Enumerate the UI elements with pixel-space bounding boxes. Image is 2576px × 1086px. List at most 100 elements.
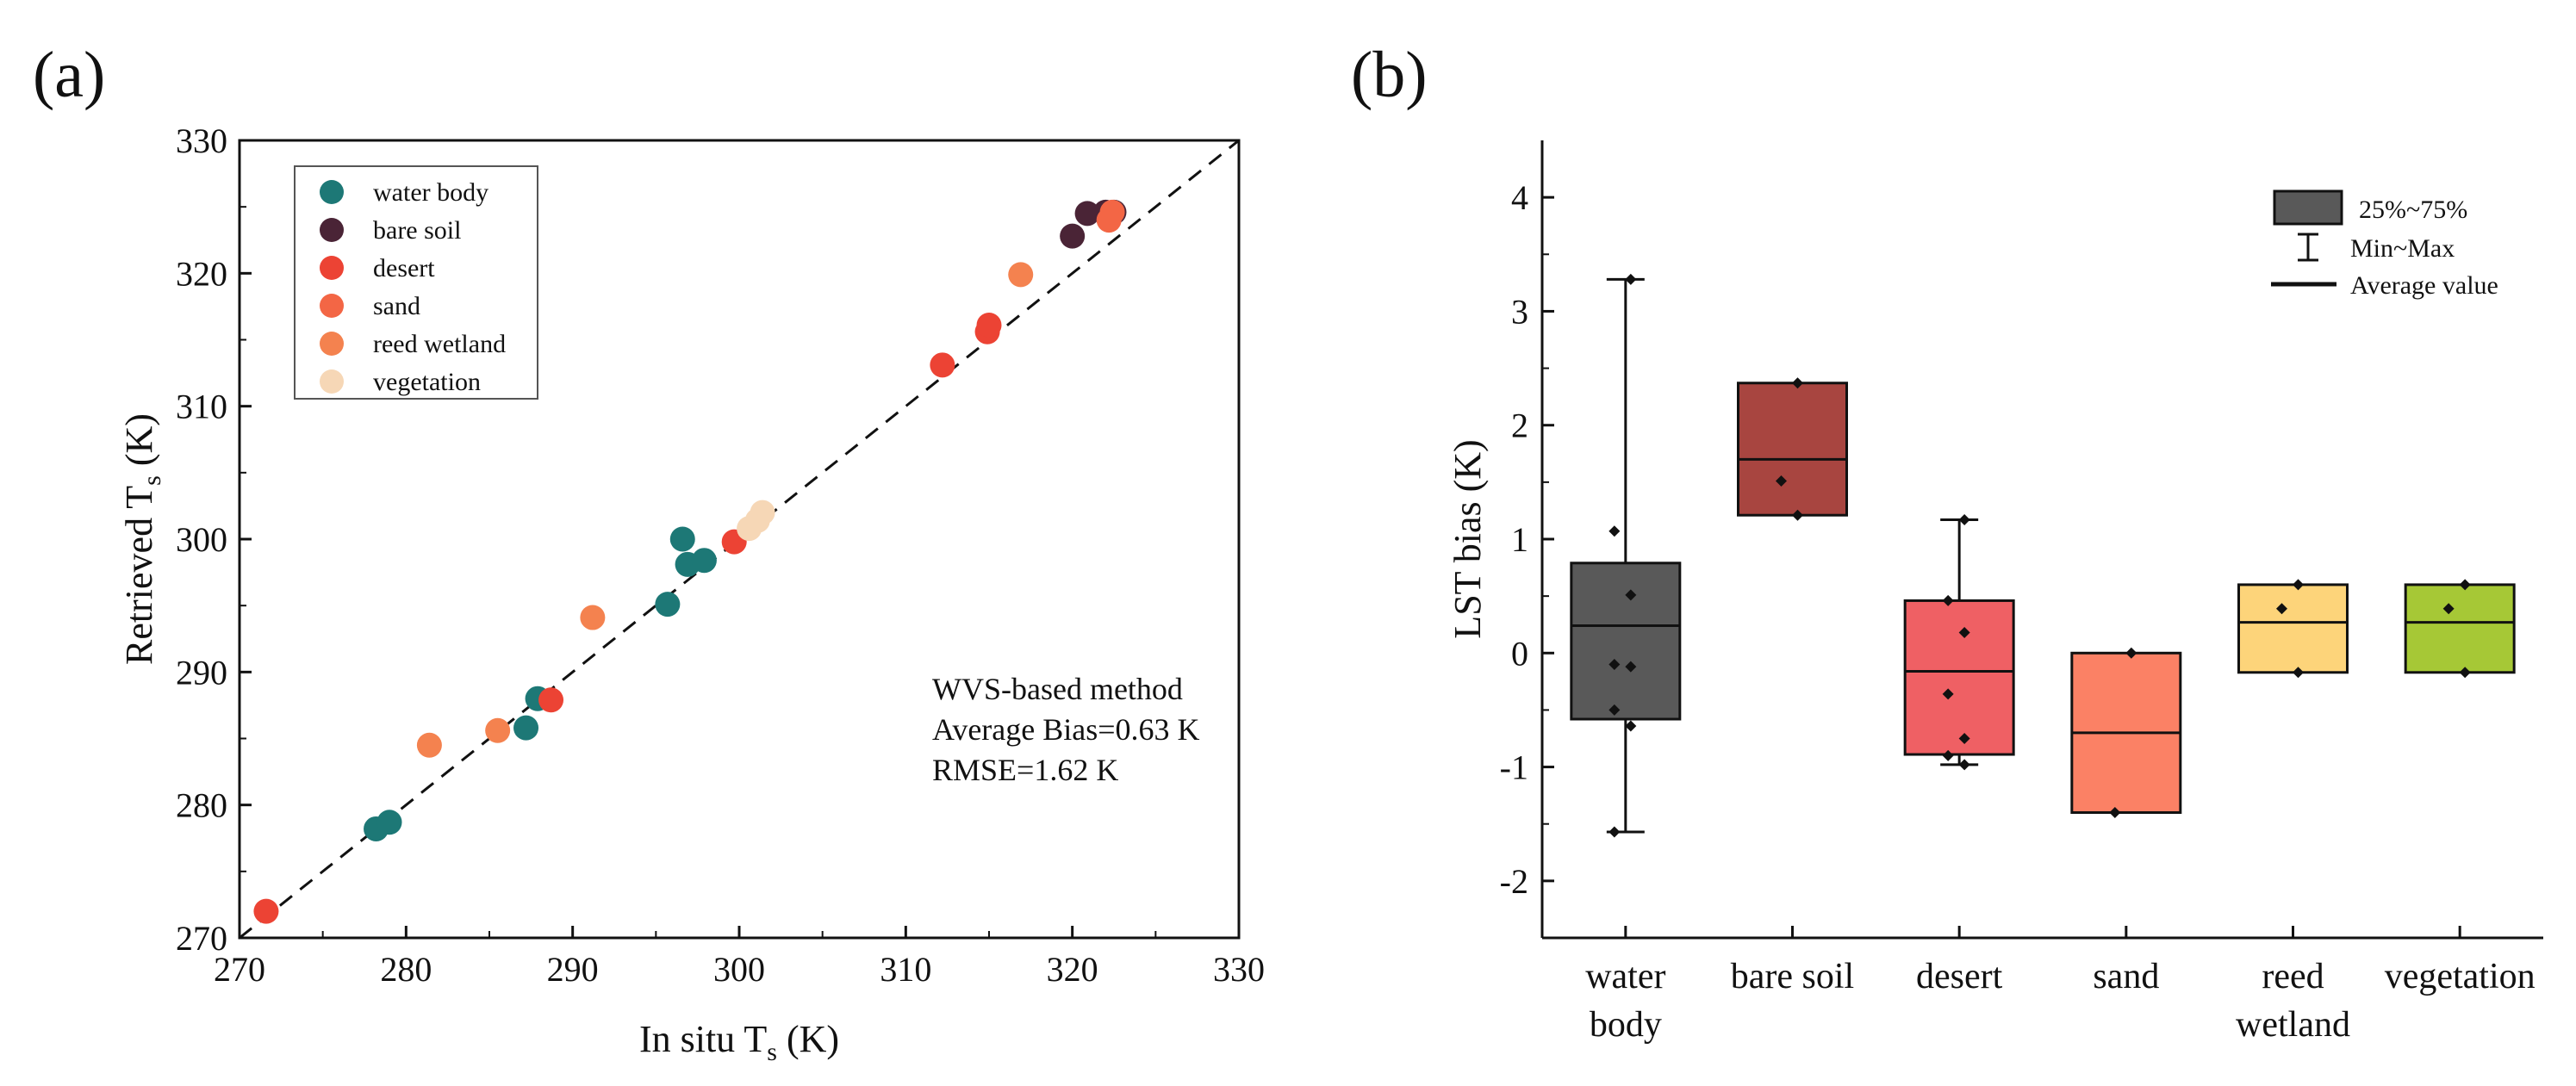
iqr-box [2237,583,2349,674]
legend-marker [320,218,344,242]
data-point [580,605,606,630]
x-tick-label: 280 [380,950,432,989]
data-point [538,687,564,713]
box-reed-wetland: reed wetland [2236,579,2350,1045]
legend-box-label: 25%~75% [2359,195,2467,224]
data-point [1958,759,1970,771]
stats-line: Average Bias=0.63 K [932,712,1200,747]
series-desert [253,313,1002,924]
data-point [485,717,511,743]
data-point [750,500,775,525]
y-tick-label: -2 [1500,862,1528,901]
stats-line: RMSE=1.62 K [932,753,1118,787]
data-point [2293,579,2304,591]
legend-marker [320,180,344,204]
data-point [2125,647,2137,659]
data-point [976,313,1002,338]
legend-marker [320,332,344,356]
data-point [1008,262,1034,288]
data-point [1792,509,1803,521]
y-tick-label: 4 [1511,178,1528,217]
x-tick-label: 320 [1047,950,1098,989]
panel-a-label: (a) [33,39,105,111]
data-point [1958,733,1970,744]
y-tick-label: 330 [176,121,227,160]
data-point [1958,626,1970,638]
legend-marker [320,294,344,318]
data-point [655,592,681,617]
box-vegetation: vegetation [2385,579,2536,996]
y-tick-label: 0 [1511,634,1528,673]
panel-b-boxplot: (b) -2 -1 0 1 2 3 4 water body bare soil desert sa… [1351,39,2543,1045]
data-point [2109,806,2121,818]
panel-a-stats-annotation: WVS-based method Average Bias=0.63 K RMSE=… [932,672,1200,787]
data-point [1625,720,1637,732]
panel-a-plot-frame [238,139,1241,940]
one-to-one-reference-line [239,139,1240,940]
category-label: water [1585,957,1665,996]
data-point [930,352,955,378]
legend-frame [294,165,538,400]
panel-a-legend: water body bare soil desert sand reed wetlan… [294,165,538,400]
series-water-body [364,526,717,841]
y-tick-label: 2 [1511,406,1528,445]
panel-b-legend: 25%~75% Min~Max Average value [2271,189,2498,300]
data-point [2459,667,2471,679]
category-label: vegetation [2385,957,2536,996]
iqr-box [1570,562,1682,721]
legend-label: water body [373,178,488,207]
data-point [1958,514,1970,526]
y-tick-label: 290 [176,653,227,692]
iqr-box [2404,583,2516,674]
panel-a-y-axis-title: Retrieved Ts (K) [118,413,166,665]
box-water-body: water body [1570,273,1682,1045]
data-point [2442,603,2455,615]
y-tick-label: 300 [176,520,227,559]
x-tick-label: 300 [713,950,765,989]
legend-label: bare soil [373,216,461,245]
category-label: sand [2093,957,2159,996]
legend-label: sand [373,292,420,320]
data-point [1625,273,1637,285]
x-tick-label: 270 [214,950,265,989]
data-point [1060,223,1086,249]
data-point [1792,377,1803,389]
data-point [416,732,442,758]
x-tick-label: 310 [880,950,931,989]
data-point [691,548,717,574]
data-point [1074,201,1100,227]
legend-label: reed wetland [373,330,506,358]
y-tick-label: 320 [176,254,227,293]
data-point [2293,667,2304,679]
box-desert: desert [1903,514,2015,996]
legend-marker [320,256,344,280]
category-label: body [1590,1005,1662,1045]
stats-line: WVS-based method [932,672,1183,706]
data-point [1608,704,1621,716]
data-point [2276,603,2287,615]
y-tick-label: 270 [176,919,227,958]
box-bare soil: bare soil [1731,377,1854,996]
series-sand [1096,199,1125,233]
x-tick-label: 330 [1213,950,1265,989]
x-tick-label: 290 [547,950,599,989]
y-tick-label: 1 [1511,520,1528,559]
data-point [1099,199,1125,225]
category-label: reed [2262,957,2324,996]
legend-label: vegetation [373,368,481,396]
data-point [1625,589,1637,601]
data-point [1625,661,1637,673]
legend-box-swatch [2273,189,2343,226]
iqr-box [1903,599,2015,756]
y-tick-label: 280 [176,786,227,825]
category-label: bare soil [1731,957,1854,996]
data-point [253,898,279,924]
panel-b-label: (b) [1351,39,1428,111]
data-point [1776,475,1787,487]
box-sand: sand [2070,647,2182,996]
legend-range-label: Min~Max [2350,234,2455,263]
category-label: desert [1916,957,2003,996]
data-point [1942,749,1954,761]
panel-a-scatter: (a) 270 280 290 300 310 320 330 270 280 290 300 310… [33,39,1265,1066]
series-vegetation [737,500,775,542]
